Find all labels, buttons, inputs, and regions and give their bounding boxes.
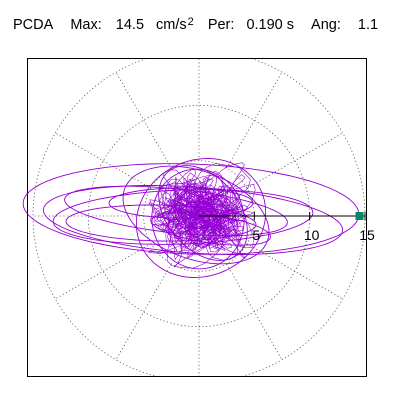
chart-label: PCDA	[13, 17, 54, 33]
orbit-core-trace	[148, 170, 256, 261]
angle-value: 1.1	[357, 17, 379, 33]
max-unit-text: cm/s	[156, 17, 187, 33]
orbit-loop-wide-1	[22, 163, 360, 255]
peak-marker	[355, 212, 364, 220]
grid-spoke-330	[246, 243, 343, 300]
grid-spoke-300	[226, 263, 283, 360]
max-unit-power: 2	[187, 16, 194, 28]
radial-tick-label-5: 5	[252, 227, 260, 243]
orbit-loop-wide-3	[52, 189, 314, 245]
period-label: Per:	[207, 17, 235, 33]
grid-spoke-240	[115, 263, 172, 360]
max-label: Max:	[70, 17, 102, 33]
radial-tick-label-15: 15	[359, 227, 375, 243]
grid-spoke-30	[246, 132, 343, 189]
angle-label: Ang:	[311, 17, 341, 33]
radial-tick-label-10: 10	[304, 227, 320, 243]
grid-spoke-120	[115, 72, 172, 169]
period-value: 0.190 s	[246, 17, 295, 33]
grid-spoke-60	[226, 72, 283, 169]
grid-spoke-210	[55, 243, 152, 300]
peak-marker-group	[355, 212, 364, 220]
orbit-loop-mid-2	[135, 158, 267, 278]
orbit-loop-wide-2	[42, 185, 344, 255]
orbit-outer-trace	[148, 162, 251, 269]
chart-header: PCDA Max: 14.5 cm/s2 Per: 0.190 s Ang: 1…	[13, 14, 378, 36]
radial-axis: 5 10 15	[199, 212, 375, 243]
grid-spoke-150	[55, 132, 152, 189]
max-unit: cm/s2	[156, 14, 194, 36]
max-value: 14.5	[115, 17, 145, 33]
